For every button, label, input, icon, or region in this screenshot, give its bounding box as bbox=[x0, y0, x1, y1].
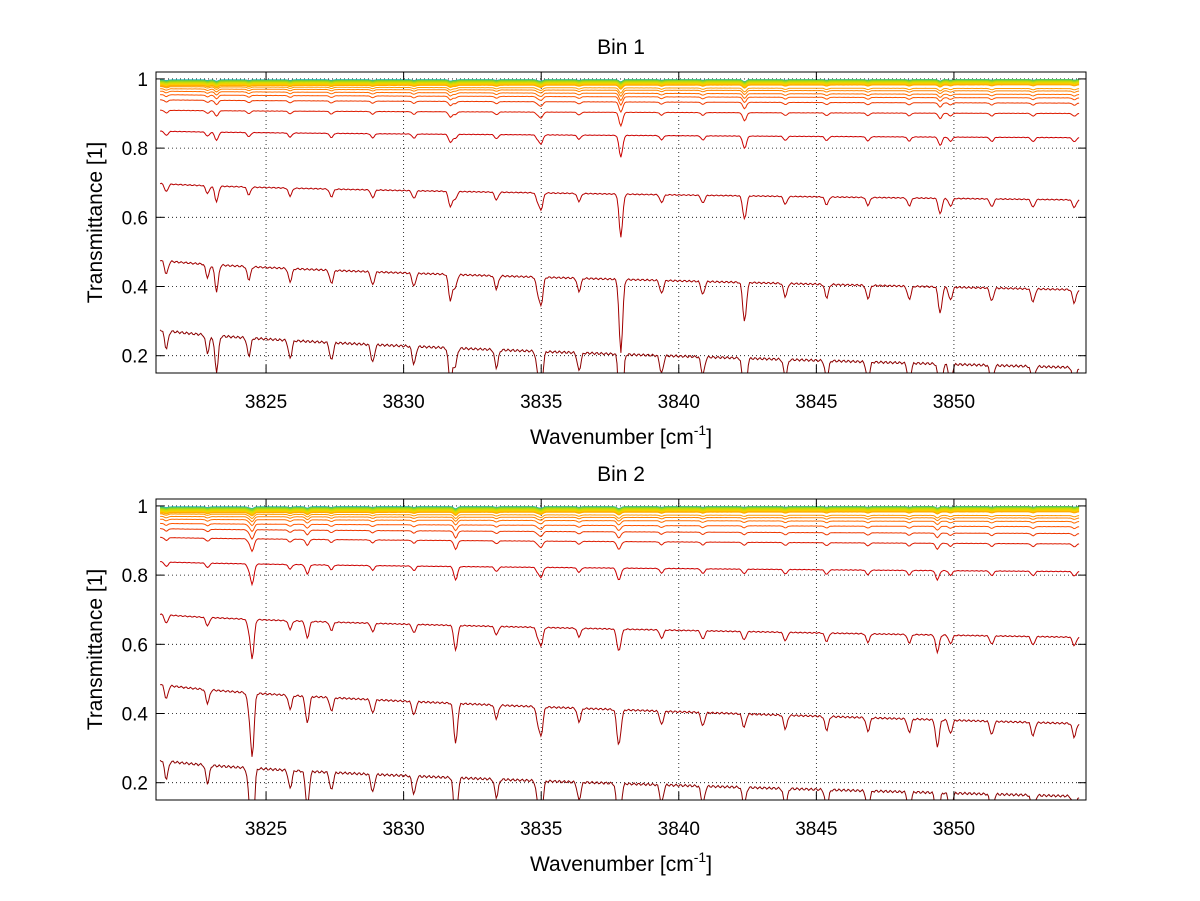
series-line bbox=[159, 759, 1080, 800]
series-line bbox=[160, 507, 1080, 512]
axes-frame bbox=[155, 498, 1087, 801]
y-tick-label: 0.6 bbox=[122, 635, 148, 656]
series-line bbox=[160, 511, 1080, 517]
series-line bbox=[160, 510, 1080, 516]
y-tick-label: 0.4 bbox=[122, 705, 149, 726]
x-tick-label: 3830 bbox=[382, 392, 424, 413]
y-tick-label: 0.8 bbox=[122, 566, 148, 587]
x-tick-label: 3835 bbox=[520, 819, 562, 840]
x-tick-label: 3840 bbox=[658, 392, 700, 413]
y-axis-label: Transmittance [1] bbox=[84, 142, 107, 303]
series-line bbox=[160, 99, 1080, 113]
y-tick-label: 0.6 bbox=[122, 208, 148, 229]
chart-title: Bin 2 bbox=[597, 463, 645, 486]
series-line bbox=[160, 536, 1080, 553]
series-line bbox=[160, 88, 1080, 98]
series-line bbox=[159, 528, 1080, 540]
series-line bbox=[160, 510, 1080, 515]
series-group bbox=[159, 506, 1080, 800]
x-tick-label: 3850 bbox=[933, 392, 975, 413]
series-line bbox=[160, 508, 1080, 514]
series-line bbox=[160, 79, 1080, 84]
y-axis-label: Transmittance [1] bbox=[84, 569, 107, 730]
series-line bbox=[160, 561, 1080, 587]
y-tick-label: 0.8 bbox=[122, 139, 148, 160]
series-line bbox=[160, 515, 1080, 523]
axes-frame bbox=[155, 71, 1087, 374]
series-group bbox=[159, 79, 1080, 373]
series-line bbox=[160, 86, 1080, 94]
series-line bbox=[160, 94, 1080, 107]
x-axis-label: Wavenumber [cm-1] bbox=[530, 849, 712, 876]
y-tick-label: 0.4 bbox=[122, 278, 149, 299]
series-line bbox=[160, 130, 1080, 158]
series-line bbox=[160, 518, 1080, 527]
series-line bbox=[160, 513, 1080, 520]
chart-panel-bin-2: 3825 3830 3835 3840 3845 3850 0.2 0.4 0.6 0.8 1 Bin… bbox=[84, 463, 1087, 876]
chart-panel-bin-1: 3825 3830 3835 3840 3845 3850 0.2 0.4 0.6 0.8 1 Bin… bbox=[84, 36, 1087, 449]
series-line bbox=[160, 84, 1080, 90]
y-tick-label: 1 bbox=[137, 497, 148, 518]
x-tick-label: 3850 bbox=[933, 819, 975, 840]
series-line bbox=[160, 82, 1080, 88]
series-line bbox=[159, 329, 1080, 373]
series-line bbox=[159, 182, 1080, 238]
series-line bbox=[160, 80, 1080, 85]
series-line bbox=[160, 79, 1080, 84]
series-line bbox=[160, 81, 1080, 87]
x-tick-label: 3845 bbox=[795, 819, 837, 840]
series-line bbox=[160, 81, 1080, 86]
y-tick-label: 0.2 bbox=[122, 347, 148, 368]
x-axis-label: Wavenumber [cm-1] bbox=[530, 422, 712, 449]
y-tick-label: 0.2 bbox=[122, 774, 148, 795]
series-line bbox=[160, 506, 1080, 511]
series-line bbox=[159, 613, 1080, 660]
series-line bbox=[160, 509, 1080, 514]
chart-title: Bin 1 bbox=[597, 36, 645, 59]
y-tick-label: 1 bbox=[137, 70, 148, 91]
x-tick-label: 3835 bbox=[520, 392, 562, 413]
series-line bbox=[160, 508, 1080, 513]
x-tick-label: 3840 bbox=[658, 819, 700, 840]
x-tick-label: 3825 bbox=[245, 819, 287, 840]
series-line bbox=[160, 522, 1080, 533]
x-tick-label: 3825 bbox=[245, 392, 287, 413]
series-line bbox=[160, 109, 1080, 128]
series-line bbox=[159, 259, 1080, 353]
grid bbox=[156, 72, 1086, 373]
x-tick-label: 3845 bbox=[795, 392, 837, 413]
x-tick-label: 3830 bbox=[382, 819, 424, 840]
series-line bbox=[160, 90, 1080, 102]
series-line bbox=[159, 683, 1080, 757]
series-line bbox=[160, 506, 1080, 511]
